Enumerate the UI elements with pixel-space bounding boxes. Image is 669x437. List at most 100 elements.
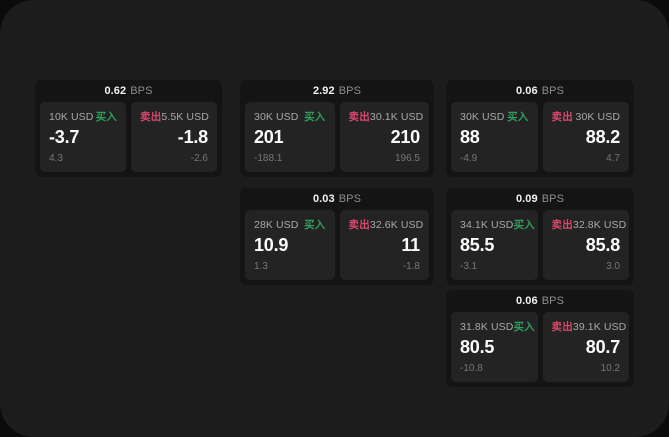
buy-panel[interactable]: 10K USD 买入 -3.7 4.3 xyxy=(40,102,126,172)
card-header: 0.03 BPS xyxy=(240,188,434,210)
buy-price: 80.5 xyxy=(460,337,495,357)
bps-unit: BPS xyxy=(541,85,565,97)
bps-value: 0.62 xyxy=(104,85,127,97)
buy-side-label: 买入 xyxy=(304,111,326,123)
bps-value: 0.06 xyxy=(515,295,538,307)
sell-delta: 3.0 xyxy=(606,261,620,272)
card-header: 0.06 BPS xyxy=(446,80,634,102)
sell-size-label: 39.1K USD xyxy=(572,320,627,333)
buy-size-label: 34.1K USD xyxy=(460,218,514,231)
sell-price: 85.8 xyxy=(585,235,620,255)
sell-panel-header: 卖出 32.8K USD xyxy=(551,218,627,232)
bps-value: 0.09 xyxy=(515,193,538,205)
card-body: 28K USD 买入 10.9 1.3 卖出 32.6K USD 11 -1.8 xyxy=(240,210,434,285)
buy-side-label: 买入 xyxy=(304,219,326,231)
bps-unit: BPS xyxy=(541,295,565,307)
sell-side-label: 卖出 xyxy=(140,111,162,123)
sell-size-label: 30.1K USD xyxy=(369,110,424,123)
quote-card[interactable]: 0.03 BPS 28K USD 买入 10.9 1.3 卖出 xyxy=(240,188,434,285)
buy-side-label: 买入 xyxy=(513,219,535,231)
sell-side-label: 卖出 xyxy=(551,111,573,123)
quote-card[interactable]: 0.06 BPS 31.8K USD 买入 80.5 -10.8 卖 xyxy=(446,290,634,387)
sell-size-label: 32.8K USD xyxy=(572,218,627,231)
quote-card[interactable]: 0.06 BPS 30K USD 买入 88 -4.9 卖出 xyxy=(446,80,634,177)
buy-panel-header: 10K USD 买入 xyxy=(49,110,117,124)
buy-panel[interactable]: 34.1K USD 买入 85.5 -3.1 xyxy=(451,210,538,280)
sell-side-label: 卖出 xyxy=(551,219,573,231)
buy-size-label: 30K USD xyxy=(254,110,299,123)
sell-panel-header: 卖出 30.1K USD xyxy=(348,110,424,124)
sell-panel[interactable]: 卖出 32.6K USD 11 -1.8 xyxy=(339,210,429,280)
buy-delta: -188.1 xyxy=(254,153,283,164)
sell-price: 88.2 xyxy=(585,127,620,147)
card-body: 31.8K USD 买入 80.5 -10.8 卖出 39.1K USD 80.… xyxy=(446,312,634,387)
buy-price: 85.5 xyxy=(460,235,495,255)
bps-unit: BPS xyxy=(338,85,362,97)
sell-panel-header: 卖出 39.1K USD xyxy=(551,320,627,334)
buy-price: 88 xyxy=(460,127,480,147)
buy-panel[interactable]: 28K USD 买入 10.9 1.3 xyxy=(245,210,335,280)
sell-panel[interactable]: 卖出 32.8K USD 85.8 3.0 xyxy=(542,210,629,280)
buy-panel-header: 34.1K USD 买入 xyxy=(460,218,535,232)
sell-size-label: 30K USD xyxy=(575,110,620,123)
sell-price: 210 xyxy=(390,127,421,147)
sell-panel-header: 卖出 32.6K USD xyxy=(348,218,424,232)
sell-panel[interactable]: 卖出 5.5K USD -1.8 -2.6 xyxy=(131,102,217,172)
sell-delta: -1.8 xyxy=(402,261,420,272)
sell-side-label: 卖出 xyxy=(348,219,370,231)
sell-panel-header: 卖出 30K USD xyxy=(551,110,621,124)
buy-size-label: 30K USD xyxy=(460,110,505,123)
buy-price: 201 xyxy=(254,127,284,147)
buy-panel-header: 28K USD 买入 xyxy=(254,218,326,232)
quote-card[interactable]: 0.09 BPS 34.1K USD 买入 85.5 -3.1 卖出 xyxy=(446,188,634,285)
bps-unit: BPS xyxy=(541,193,565,205)
card-body: 30K USD 买入 201 -188.1 卖出 30.1K USD 210 1… xyxy=(240,102,434,177)
sell-delta: -2.6 xyxy=(190,153,208,164)
card-header: 0.06 BPS xyxy=(446,290,634,312)
sell-panel[interactable]: 卖出 30.1K USD 210 196.5 xyxy=(339,102,429,172)
buy-panel-header: 31.8K USD 买入 xyxy=(460,320,535,334)
buy-size-label: 28K USD xyxy=(254,218,299,231)
sell-price: 11 xyxy=(401,235,420,255)
buy-delta: -10.8 xyxy=(460,363,483,374)
card-body: 10K USD 买入 -3.7 4.3 卖出 5.5K USD -1.8 -2.… xyxy=(35,102,222,177)
sell-delta: 4.7 xyxy=(606,153,620,164)
sell-panel[interactable]: 卖出 30K USD 88.2 4.7 xyxy=(542,102,629,172)
quote-card[interactable]: 0.62 BPS 10K USD 买入 -3.7 4.3 卖出 xyxy=(35,80,222,177)
buy-price: 10.9 xyxy=(254,235,289,255)
card-header: 2.92 BPS xyxy=(240,80,434,102)
quote-card[interactable]: 2.92 BPS 30K USD 买入 201 -188.1 卖出 xyxy=(240,80,434,177)
buy-panel-header: 30K USD 买入 xyxy=(254,110,326,124)
sell-price: 80.7 xyxy=(585,337,620,357)
card-body: 30K USD 买入 88 -4.9 卖出 30K USD 88.2 4.7 xyxy=(446,102,634,177)
bps-unit: BPS xyxy=(130,85,153,97)
buy-delta: 1.3 xyxy=(254,261,268,272)
bps-unit: BPS xyxy=(338,193,362,205)
buy-size-label: 10K USD xyxy=(49,110,94,123)
sell-panel-header: 卖出 5.5K USD xyxy=(140,110,209,124)
bps-value: 2.92 xyxy=(312,85,335,97)
sell-delta: 10.2 xyxy=(600,363,620,374)
buy-delta: -4.9 xyxy=(460,153,478,164)
sell-price: -1.8 xyxy=(177,127,208,147)
buy-side-label: 买入 xyxy=(507,111,529,123)
buy-side-label: 买入 xyxy=(95,111,117,123)
card-header: 0.62 BPS xyxy=(35,80,222,102)
bps-value: 0.06 xyxy=(515,85,538,97)
buy-price: -3.7 xyxy=(49,127,80,147)
sell-side-label: 卖出 xyxy=(348,111,370,123)
sell-size-label: 32.6K USD xyxy=(369,218,424,231)
card-body: 34.1K USD 买入 85.5 -3.1 卖出 32.8K USD 85.8… xyxy=(446,210,634,285)
buy-panel[interactable]: 30K USD 买入 88 -4.9 xyxy=(451,102,538,172)
sell-side-label: 卖出 xyxy=(551,321,573,333)
buy-panel-header: 30K USD 买入 xyxy=(460,110,529,124)
buy-panel[interactable]: 30K USD 买入 201 -188.1 xyxy=(245,102,335,172)
sell-panel[interactable]: 卖出 39.1K USD 80.7 10.2 xyxy=(542,312,629,382)
buy-delta: 4.3 xyxy=(49,153,63,164)
buy-panel[interactable]: 31.8K USD 买入 80.5 -10.8 xyxy=(451,312,538,382)
card-header: 0.09 BPS xyxy=(446,188,634,210)
buy-side-label: 买入 xyxy=(513,321,535,333)
buy-delta: -3.1 xyxy=(460,261,478,272)
